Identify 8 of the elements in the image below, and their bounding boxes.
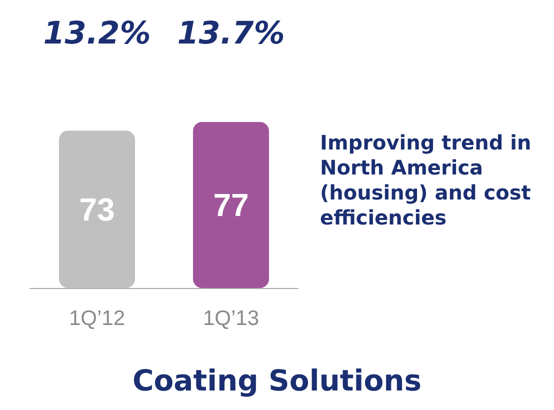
- data-label: 77: [213, 187, 249, 223]
- x-tick-label: 1Q’12: [68, 307, 126, 330]
- text: Coating Solutions: [132, 364, 422, 398]
- x-tick-label: 1Q’13: [202, 307, 260, 330]
- data-label: 73: [79, 191, 115, 228]
- text: 13.2%: [43, 16, 151, 52]
- text: Improving trend in North America (housing) and cost efficiencies: [320, 130, 538, 230]
- text: 13.7%: [177, 16, 285, 52]
